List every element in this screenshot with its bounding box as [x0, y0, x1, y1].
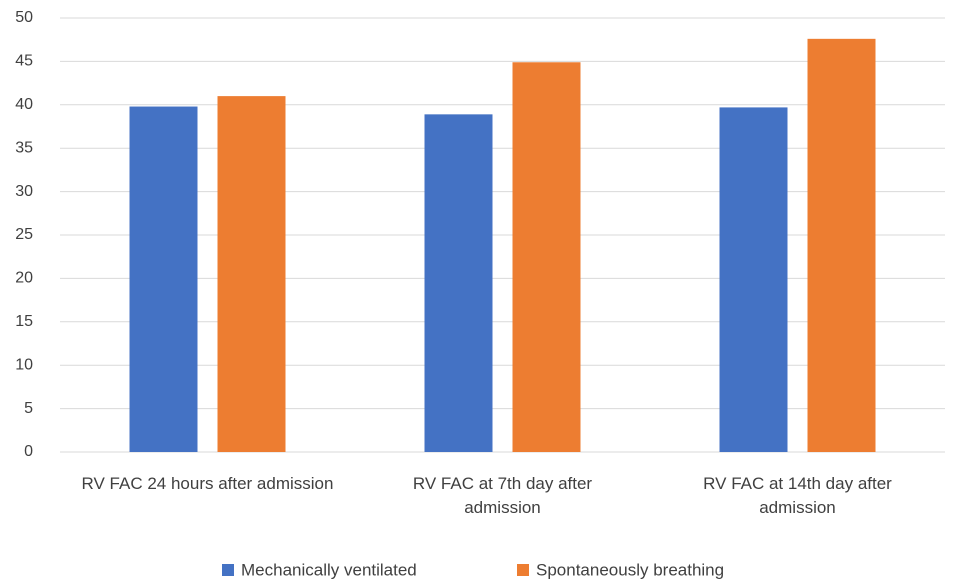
y-tick-label: 40	[15, 96, 33, 113]
y-tick-label: 35	[15, 139, 33, 156]
bar	[512, 62, 581, 452]
y-tick-label: 10	[15, 356, 33, 373]
y-tick-label: 5	[24, 400, 33, 417]
y-tick-label: 30	[15, 183, 33, 200]
y-tick-label: 20	[15, 270, 33, 287]
y-tick-label: 45	[15, 53, 33, 70]
y-tick-label: 25	[15, 226, 33, 243]
legend-label: Mechanically ventilated	[241, 560, 417, 579]
bar	[719, 107, 788, 453]
legend-swatch	[517, 564, 529, 576]
y-tick-label: 0	[24, 443, 33, 460]
legend-label: Spontaneously breathing	[536, 560, 724, 579]
x-tick-label: RV FAC at 14th day after admission	[703, 474, 892, 517]
bar	[807, 38, 876, 452]
bar	[217, 96, 286, 453]
x-tick-label: RV FAC at 7th day after admission	[412, 474, 593, 517]
x-tick-label: RV FAC 24 hours after admission	[81, 474, 334, 493]
legend-swatch	[222, 564, 234, 576]
bar	[424, 114, 493, 453]
y-tick-label: 50	[15, 9, 33, 26]
bar	[129, 106, 198, 452]
y-tick-label: 15	[15, 313, 33, 330]
